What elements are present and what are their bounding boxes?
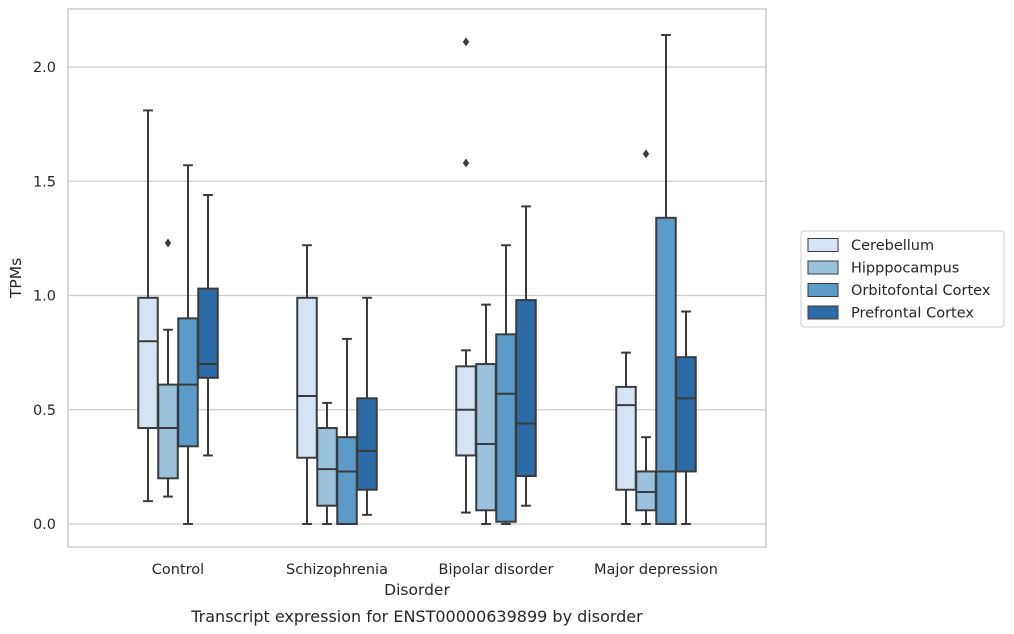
outlier-point: [462, 37, 470, 47]
iqr-box: [316, 427, 338, 507]
x-tick-label: Major depression: [594, 562, 718, 578]
y-tick-label: 0.0: [33, 517, 56, 533]
iqr-box: [157, 383, 179, 480]
box-hipppocampus-bipolar-disorder: [475, 303, 497, 525]
y-tick-label: 1.0: [33, 289, 56, 305]
legend-swatch: [807, 305, 839, 320]
outlier-point: [642, 149, 650, 159]
box-orbitofontal-cortex-major-depression: [655, 34, 677, 525]
iqr-box: [515, 299, 537, 478]
x-tick-label: Bipolar disorder: [439, 562, 554, 578]
y-tick-label: 2.0: [33, 60, 56, 76]
box-orbitofontal-cortex-control: [177, 164, 199, 525]
box-prefrontal-cortex-major-depression: [675, 310, 697, 525]
outlier-point: [164, 238, 172, 248]
legend-swatch: [807, 283, 839, 297]
legend-label: Hipppocampus: [851, 261, 959, 277]
iqr-box: [615, 385, 637, 491]
x-tick-label: Schizophrenia: [286, 562, 388, 578]
iqr-box: [177, 317, 199, 448]
box-orbitofontal-cortex-bipolar-disorder: [495, 244, 517, 525]
box-hipppocampus-control: [157, 238, 179, 498]
box-cerebellum-control: [137, 109, 159, 503]
legend-frame: [800, 230, 1005, 328]
box-cerebellum-schizophrenia: [296, 244, 318, 525]
iqr-box: [296, 296, 318, 459]
box-prefrontal-cortex-bipolar-disorder: [515, 205, 537, 507]
box-hipppocampus-schizophrenia: [316, 401, 338, 525]
chart-caption: Transcript expression for ENST0000063989…: [190, 607, 643, 626]
box-cerebellum-bipolar-disorder: [455, 37, 477, 514]
boxes: [137, 34, 697, 526]
iqr-box: [675, 356, 697, 473]
box-hipppocampus-major-depression: [635, 149, 657, 525]
legend-swatch: [807, 260, 839, 275]
x-axis-title: Disorder: [384, 581, 450, 599]
iqr-box: [475, 363, 497, 512]
legend-swatch: [807, 238, 839, 252]
y-tick-label: 1.5: [33, 174, 56, 190]
iqr-box: [356, 397, 378, 491]
plot-frame: [67, 8, 767, 548]
x-tick-labels: Control Schizophrenia Bipolar disorder Majo…: [152, 562, 718, 578]
legend-label: Prefrontal Cortex: [851, 306, 974, 322]
legend-label: Orbitofontal Cortex: [851, 283, 991, 299]
x-tick-label: Control: [152, 562, 204, 578]
legend-label: Cerebellum: [851, 238, 934, 254]
y-tick-labels: 0.0 0.5 1.0 1.5 2.0: [33, 60, 56, 533]
iqr-box: [197, 287, 219, 379]
legend: Cerebellum Hipppocampus Orbitofontal Corte…: [800, 230, 1005, 328]
iqr-box: [137, 296, 159, 430]
y-axis-title: TPMs: [7, 258, 25, 299]
box-prefrontal-cortex-control: [197, 193, 219, 457]
iqr-box: [635, 470, 657, 512]
outlier-point: [462, 158, 470, 168]
iqr-box: [495, 333, 517, 523]
box-prefrontal-cortex-schizophrenia: [356, 296, 378, 516]
iqr-box: [455, 365, 477, 457]
box-cerebellum-major-depression: [615, 351, 637, 525]
iqr-box: [336, 436, 358, 526]
iqr-box: [655, 216, 677, 525]
box-orbitofontal-cortex-schizophrenia: [336, 337, 358, 526]
y-tick-label: 0.5: [33, 403, 56, 419]
